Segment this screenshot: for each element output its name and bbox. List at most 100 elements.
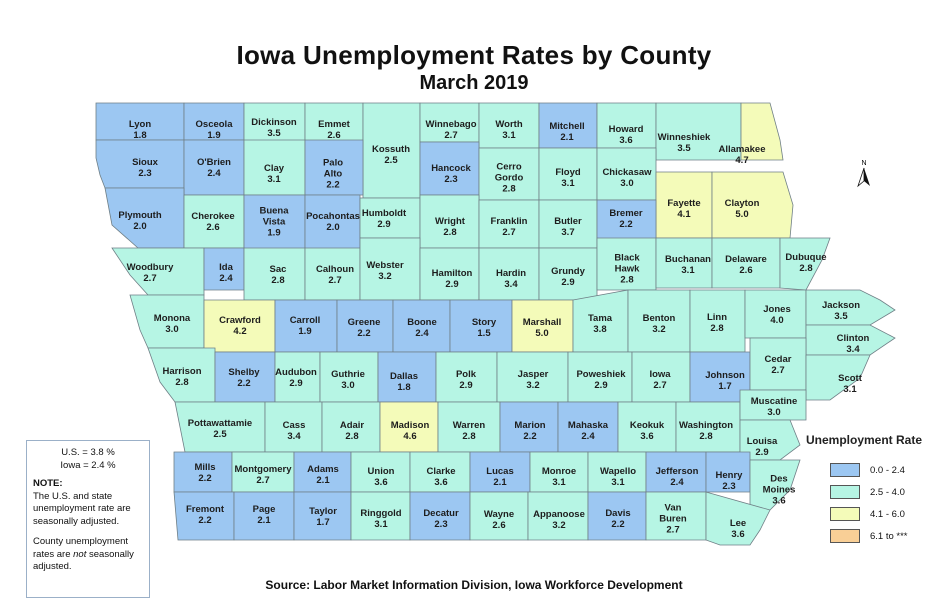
county-name: Jones (763, 304, 790, 315)
county-name: Clayton (725, 198, 760, 209)
county-name: Floyd (555, 167, 581, 178)
county-rate: 3.0 (620, 178, 633, 189)
county-rate: 2.2 (198, 473, 211, 484)
north-arrow-icon: N (854, 158, 874, 190)
county-name: Vista (263, 217, 286, 228)
county-rate: 2.8 (271, 275, 284, 286)
county-name: Greene (348, 317, 381, 328)
county-rate: 2.2 (619, 219, 632, 230)
county-name: Montgomery (235, 464, 293, 475)
county-name: Polk (456, 369, 477, 380)
county-name: Des (770, 474, 787, 485)
county-name: Jefferson (656, 466, 699, 477)
legend-swatch (830, 463, 860, 477)
county-name: Dallas (390, 371, 418, 382)
county-name: Decatur (423, 508, 459, 519)
county-rate: 3.1 (843, 384, 857, 395)
county-rate: 2.7 (256, 475, 269, 486)
county-name: O'Brien (197, 157, 231, 168)
county-rate: 2.8 (620, 275, 633, 286)
county-name: Chickasaw (602, 167, 652, 178)
county-name: Clarke (426, 466, 455, 477)
county-name: Butler (554, 216, 582, 227)
county-rate: 1.5 (477, 328, 491, 339)
legend-item: 4.1 - 6.0 (806, 503, 946, 525)
county-name: Boone (407, 317, 437, 328)
county-rate: 2.6 (206, 222, 219, 233)
county-shape (711, 171, 794, 239)
county-name: Woodbury (127, 262, 175, 273)
county-rate: 3.6 (374, 477, 387, 488)
county-name: Plymouth (118, 210, 161, 221)
county-name: Van (665, 503, 682, 514)
county-shape (779, 237, 831, 291)
county-name: Winneshiek (658, 132, 711, 143)
county-shape (740, 102, 784, 161)
county-name: Bremer (609, 208, 643, 219)
county-name: Muscatine (751, 396, 797, 407)
county-name: Buren (659, 514, 687, 525)
county-name: Moines (763, 485, 796, 496)
county-name: Linn (707, 312, 727, 323)
county-name: Marshall (523, 317, 562, 328)
county-rate: 2.9 (459, 380, 472, 391)
county-name: Scott (838, 373, 863, 384)
county-rate: 2.3 (138, 168, 151, 179)
legend-title: Unemployment Rate (806, 433, 923, 447)
county-rate: 2.4 (207, 168, 221, 179)
county-name: Calhoun (316, 264, 354, 275)
county-rate: 2.9 (755, 447, 768, 458)
county-name: Buchanan (665, 254, 711, 265)
county-rate: 2.0 (133, 221, 146, 232)
county-rate: 2.7 (653, 380, 666, 391)
county-rate: 3.4 (287, 431, 301, 442)
county-name: Harrison (162, 366, 201, 377)
map-subtitle: March 2019 (419, 72, 529, 94)
county-name: Madison (391, 420, 430, 431)
county-name: Fremont (186, 504, 225, 515)
county-rate: 2.8 (345, 431, 358, 442)
county-name: Carroll (290, 315, 321, 326)
county-rate: 1.8 (397, 382, 410, 393)
county-rate: 3.2 (552, 520, 565, 531)
county-name: Tama (588, 313, 613, 324)
legend-item: 0.0 - 2.4 (806, 459, 946, 481)
legend-swatch (830, 485, 860, 499)
county-rate: 2.5 (384, 155, 398, 166)
county-rate: 5.0 (735, 209, 748, 220)
county-rate: 2.1 (493, 477, 507, 488)
